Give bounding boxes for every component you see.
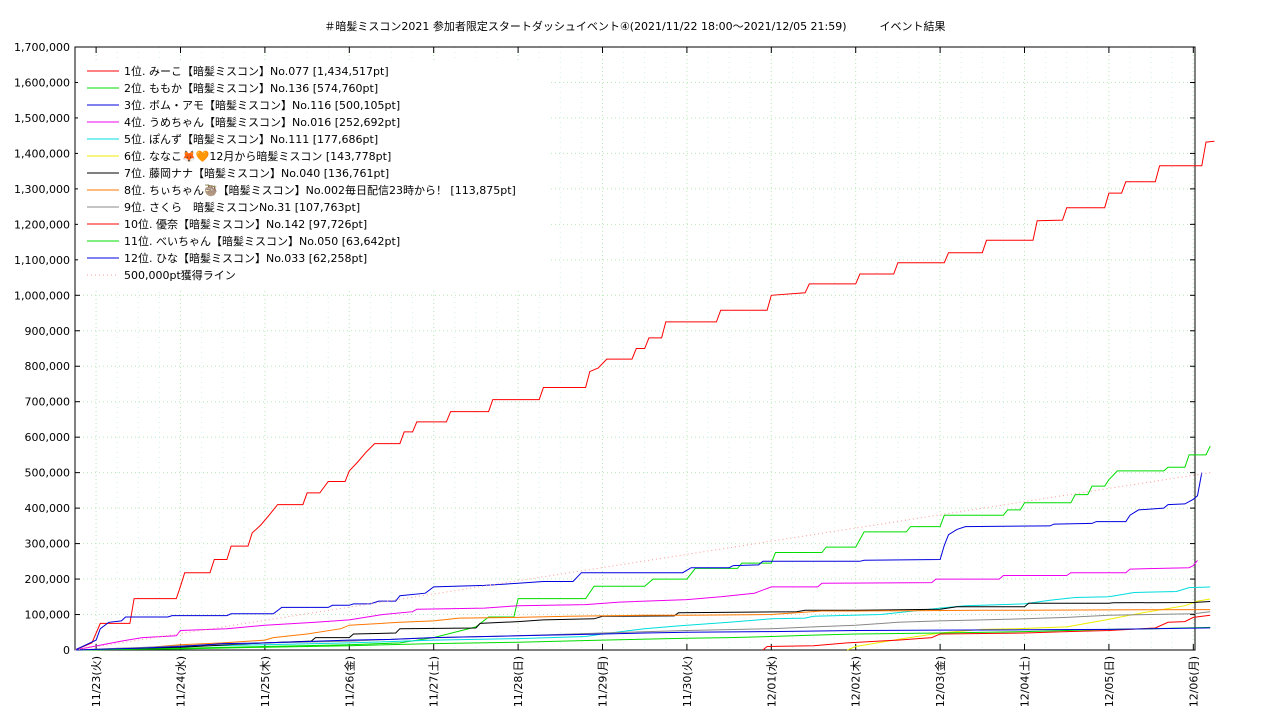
y-tick-label: 1,600,000	[14, 76, 70, 89]
series-line-12	[74, 627, 1211, 651]
series-line-6	[847, 598, 1211, 651]
y-tick-label: 700,000	[25, 396, 71, 409]
x-tick-label: 11/29(月)	[597, 656, 610, 707]
chart-title: ＃暗髪ミスコン2021 参加者限定スタートダッシュイベント④(2021/11/2…	[324, 19, 945, 33]
legend-label: 6位. ななこ🦊🧡12月から暗髪ミスコン [143,778pt]	[124, 149, 391, 163]
y-tick-label: 500,000	[25, 467, 71, 480]
plot-frame	[74, 46, 1196, 651]
legend-label: 2位. ももか【暗髪ミスコン】No.136 [574,760pt]	[124, 81, 378, 95]
legend-label: 8位. ちぃちゃん🦥【暗髪ミスコン】No.002毎日配信23時から！ [113,…	[124, 183, 516, 197]
legend-label: 500,000pt獲得ライン	[124, 269, 236, 282]
legend-label: 11位. べいちゃん【暗髪ミスコン】No.050 [63,642pt]	[124, 234, 400, 248]
series-line-4	[74, 560, 1198, 651]
x-tick-label: 11/30(火)	[681, 656, 694, 707]
x-tick-label: 12/03(金)	[933, 656, 947, 707]
legend-label: 10位. 優奈【暗髪ミスコン】No.142 [97,726pt]	[124, 217, 367, 231]
x-tick-label: 11/27(土)	[428, 656, 441, 707]
legend: 1位. みーこ【暗髪ミスコン】No.077 [1,434,517pt] 2位. も…	[78, 60, 548, 288]
legend-background	[78, 60, 548, 288]
legend-label: 12位. ひな【暗髪ミスコン】No.033 [62,258pt]	[124, 251, 367, 265]
y-tick-label: 1,300,000	[14, 183, 70, 196]
legend-label: 7位. 藤岡ナナ【暗髪ミスコン】No.040 [136,761pt]	[124, 166, 389, 180]
x-tick-label: 11/25(木)	[259, 656, 272, 707]
legend-label: 5位. ぽんず【暗髪ミスコン】No.111 [177,686pt]	[124, 132, 378, 146]
x-tick-label: 12/01(水)	[765, 656, 778, 707]
y-tick-label: 600,000	[25, 431, 71, 444]
y-tick-label: 1,000,000	[14, 289, 70, 302]
x-tick-label: 12/02(木)	[850, 656, 863, 707]
x-tick-label: 12/06(月)	[1187, 656, 1200, 707]
y-tick-label: 200,000	[25, 573, 71, 586]
series-line-8	[74, 609, 1211, 651]
y-tick-label: 1,700,000	[14, 41, 70, 54]
y-tick-label: 900,000	[25, 325, 71, 338]
x-tick-label: 11/28(日)	[512, 656, 525, 707]
x-axis: 11/23(火) 11/24(水) 11/25(木) 11/26(金) 11/27(土)…	[90, 47, 1200, 707]
y-tick-label: 100,000	[25, 609, 71, 622]
x-tick-label: 12/05(日)	[1103, 656, 1116, 707]
legend-label: 1位. みーこ【暗髪ミスコン】No.077 [1,434,517pt]	[124, 64, 389, 78]
y-tick-label: 1,200,000	[14, 218, 70, 231]
x-tick-label: 12/04(土)	[1019, 656, 1032, 707]
y-tick-label: 0	[63, 644, 70, 657]
legend-label: 9位. さくら 暗髪ミスコンNo.31 [107,763pt]	[124, 200, 360, 214]
series-line-10	[762, 614, 1211, 651]
series-lines	[74, 140, 1215, 651]
legend-label: 3位. ボム・アモ【暗髪ミスコン】No.116 [500,105pt]	[124, 98, 400, 112]
y-axis: 0 100,000 200,000 300,000 400,000 500,000 600,…	[14, 41, 1195, 657]
legend-label: 4位. うめちゃん【暗髪ミスコン】No.016 [252,692pt]	[124, 115, 400, 129]
y-tick-label: 800,000	[25, 360, 71, 373]
y-tick-label: 1,400,000	[14, 147, 70, 160]
y-tick-label: 300,000	[25, 538, 71, 551]
series-line-1	[74, 140, 1215, 651]
series-line-7	[74, 601, 1211, 651]
y-tick-label: 1,100,000	[14, 254, 70, 267]
x-tick-label: 11/26(金)	[342, 656, 356, 707]
x-tick-label: 11/24(水)	[175, 656, 188, 707]
series-line-3	[74, 472, 1203, 651]
y-tick-label: 400,000	[25, 502, 71, 515]
series-line-2	[74, 445, 1211, 651]
series-line-11	[74, 626, 1211, 651]
x-tick-label: 11/23(火)	[90, 656, 103, 707]
series-line-13	[74, 472, 1211, 651]
y-tick-label: 1,500,000	[14, 112, 70, 125]
series-line-5	[74, 586, 1211, 651]
